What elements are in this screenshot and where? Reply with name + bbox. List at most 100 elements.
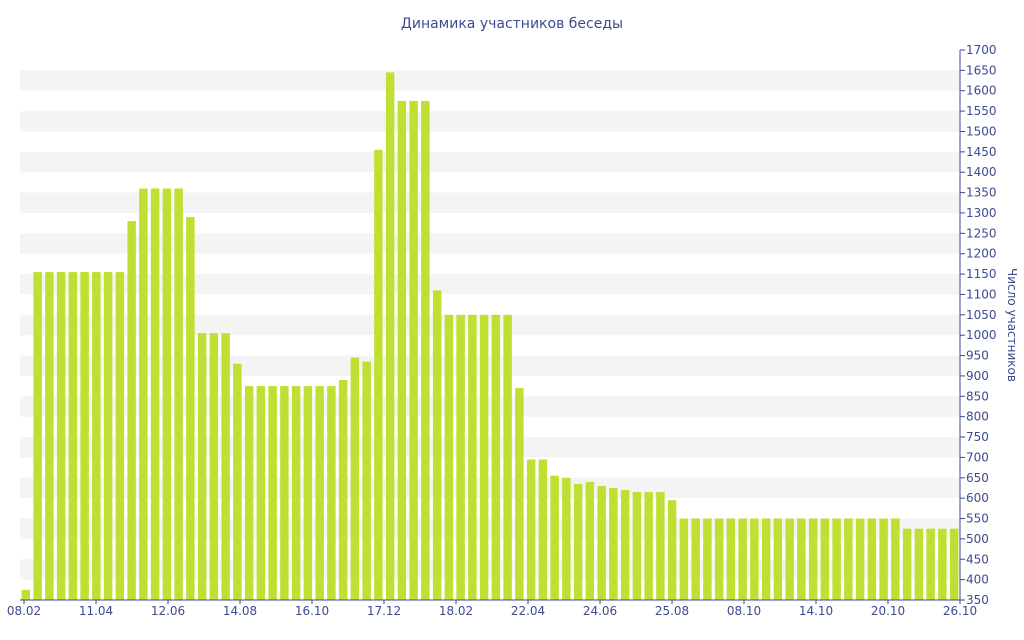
bar	[832, 518, 841, 600]
bar	[139, 188, 148, 600]
bar	[397, 100, 407, 600]
bar	[867, 518, 877, 600]
bar	[315, 386, 324, 600]
bar	[280, 386, 289, 600]
bar	[515, 388, 524, 600]
y-tick-label: 1650	[966, 63, 997, 77]
grid-band	[20, 151, 960, 173]
bar	[785, 518, 794, 600]
bar	[820, 518, 830, 600]
y-tick-label: 900	[966, 369, 989, 383]
bar	[491, 314, 501, 600]
bar	[679, 518, 689, 600]
bar	[844, 518, 853, 600]
grid-band	[20, 518, 960, 539]
y-tick-label: 550	[966, 512, 989, 526]
bar	[186, 217, 195, 600]
y-tick-label: 1450	[966, 145, 997, 159]
bar	[585, 481, 595, 600]
x-tick-label: 08.10	[727, 604, 761, 618]
bar	[691, 518, 700, 600]
bar	[68, 272, 78, 600]
bar	[949, 528, 959, 600]
bar	[750, 518, 759, 600]
bar	[197, 333, 207, 600]
x-axis-ticks: 08.02 11.04 12.06 14.08 16.10 17.12 18.02 22.04…	[7, 600, 977, 618]
bar	[738, 518, 747, 600]
bar	[21, 589, 31, 600]
y-tick-label: 1700	[966, 43, 997, 57]
bar	[667, 500, 677, 600]
y-tick-label: 1100	[966, 287, 997, 301]
bar	[221, 333, 230, 600]
grid-band	[20, 355, 960, 376]
bar	[456, 314, 465, 600]
y-tick-label: 650	[966, 471, 989, 485]
bar-series	[21, 72, 959, 600]
bar	[902, 528, 912, 600]
y-tick-label: 350	[966, 593, 989, 607]
bar	[233, 363, 242, 600]
x-tick-label: 24.06	[583, 604, 617, 618]
x-tick-label: 17.12	[367, 604, 401, 618]
grid-band	[20, 70, 960, 91]
y-tick-label: 850	[966, 389, 989, 403]
bar	[421, 100, 430, 600]
bar	[150, 188, 160, 600]
bar	[444, 314, 454, 600]
x-tick-label: 18.02	[439, 604, 473, 618]
bar	[503, 314, 512, 600]
y-tick-label: 1200	[966, 247, 997, 261]
bar	[374, 149, 383, 600]
bar	[914, 528, 924, 600]
bar	[879, 518, 888, 600]
x-tick-label: 16.10	[295, 604, 329, 618]
bar	[362, 361, 371, 600]
y-tick-label: 1500	[966, 124, 997, 138]
grid-band	[20, 437, 960, 458]
bar	[609, 487, 618, 600]
grid-band	[20, 559, 960, 580]
bar	[385, 72, 395, 600]
bar	[808, 518, 818, 600]
bar	[409, 100, 418, 600]
grid-band	[20, 192, 960, 213]
grid-band	[20, 314, 960, 336]
bar	[891, 518, 900, 600]
y-tick-label: 750	[966, 430, 989, 444]
bar	[327, 386, 336, 600]
x-tick-label: 11.04	[79, 604, 113, 618]
grid-band	[20, 396, 960, 417]
bar	[350, 357, 360, 600]
y-tick-label: 700	[966, 450, 989, 464]
y-tick-label: 1000	[966, 328, 997, 342]
bar	[209, 333, 219, 600]
bar	[573, 483, 583, 600]
bar	[597, 485, 606, 600]
bar	[550, 475, 559, 600]
bar	[632, 492, 642, 600]
grid-band	[20, 274, 960, 295]
bar	[244, 386, 254, 600]
y-tick-label: 1350	[966, 186, 997, 200]
bar	[773, 518, 783, 600]
bar	[479, 314, 489, 600]
y-tick-label: 1600	[966, 84, 997, 98]
bar	[538, 459, 548, 600]
y-tick-label: 1300	[966, 206, 997, 220]
x-tick-label: 22.04	[511, 604, 545, 618]
bar	[291, 386, 301, 600]
y-tick-label: 400	[966, 573, 989, 587]
bar	[92, 272, 101, 600]
bar	[56, 272, 66, 600]
bar	[703, 518, 712, 600]
bar	[656, 492, 665, 600]
y-tick-label: 1150	[966, 267, 997, 281]
x-tick-label: 12.06	[151, 604, 185, 618]
bar	[80, 272, 89, 600]
x-tick-label: 14.08	[223, 604, 257, 618]
y-tick-label: 1250	[966, 226, 997, 240]
bar	[162, 188, 172, 600]
chart-title: Динамика участников беседы	[401, 16, 623, 32]
